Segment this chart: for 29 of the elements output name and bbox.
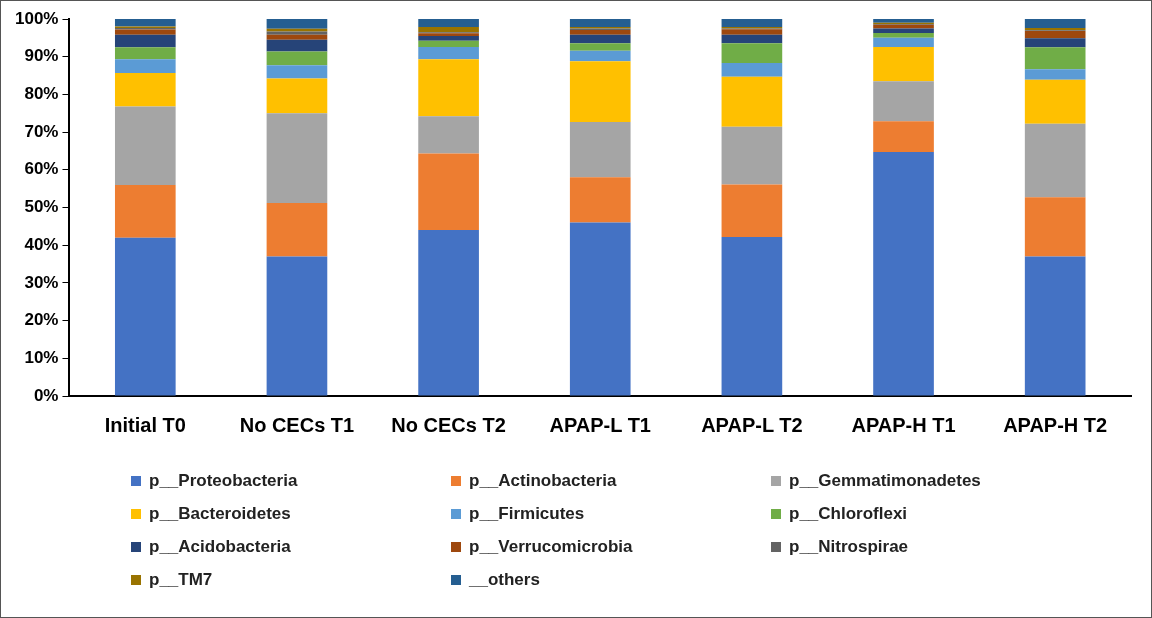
legend-label: __others	[469, 570, 540, 590]
x-tick-label: APAP-L T2	[701, 413, 803, 436]
legend-label: p__TM7	[149, 570, 213, 590]
legend-label: p__Chloroflexi	[789, 504, 908, 524]
x-tick-label: APAP-H T2	[1003, 413, 1108, 436]
legend-label: p__Proteobacteria	[149, 471, 298, 491]
legend-label: p__Nitrospirae	[789, 537, 909, 557]
y-tick-label: 60%	[24, 159, 59, 179]
y-tick-label: 40%	[24, 234, 59, 254]
x-tick-label: APAP-H T1	[851, 413, 956, 436]
x-tick-label: No CECs T1	[239, 413, 355, 436]
legend-label: p__Firmicutes	[469, 504, 585, 524]
y-tick-label: 90%	[24, 46, 59, 66]
legend-label: p__Bacteroidetes	[149, 504, 291, 524]
y-tick-label: 10%	[24, 347, 59, 367]
y-tick-label: 20%	[24, 310, 59, 330]
legend-label: p__Gemmatimonadetes	[789, 471, 981, 491]
x-tick-label: APAP-L T1	[549, 413, 651, 436]
y-tick-label: 50%	[24, 197, 59, 217]
y-tick-label: 100%	[15, 8, 59, 28]
y-tick-label: 0%	[33, 385, 59, 405]
x-tick-label: Initial T0	[104, 413, 186, 436]
legend-label: p__Acidobacteria	[149, 537, 291, 557]
y-tick-label: 70%	[24, 121, 59, 141]
y-tick-label: 30%	[24, 272, 59, 292]
x-tick-label: No CECs T2	[391, 413, 506, 436]
legend-label: p__Actinobacteria	[469, 471, 617, 491]
y-tick-label: 80%	[24, 84, 59, 104]
legend-label: p__Verrucomicrobia	[469, 537, 633, 557]
